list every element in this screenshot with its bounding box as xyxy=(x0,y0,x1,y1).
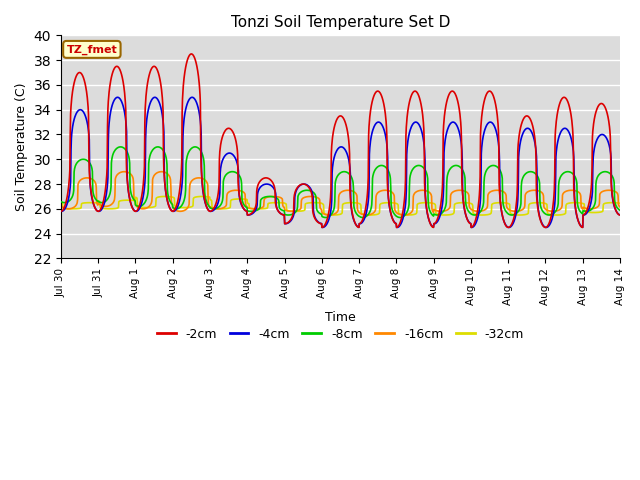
-8cm xyxy=(550,210,558,216)
-32cm xyxy=(616,201,624,206)
-2cm xyxy=(168,208,175,214)
-4cm xyxy=(500,220,508,226)
-16cm xyxy=(244,205,252,211)
Text: TZ_fmet: TZ_fmet xyxy=(67,44,117,55)
-4cm xyxy=(182,107,189,112)
-16cm xyxy=(501,190,509,196)
-16cm xyxy=(157,169,165,175)
-2cm xyxy=(579,225,586,230)
-16cm xyxy=(428,206,436,212)
-8cm xyxy=(244,208,252,214)
-32cm xyxy=(182,204,189,210)
Legend: -2cm, -4cm, -8cm, -16cm, -32cm: -2cm, -4cm, -8cm, -16cm, -32cm xyxy=(152,323,529,346)
-4cm xyxy=(542,225,550,230)
-4cm xyxy=(244,212,252,218)
-2cm xyxy=(550,193,558,199)
-16cm xyxy=(168,201,176,206)
-8cm xyxy=(428,212,436,217)
-2cm xyxy=(500,220,508,226)
Line: -16cm: -16cm xyxy=(61,172,620,215)
-8cm xyxy=(191,144,199,150)
-4cm xyxy=(114,95,122,100)
-8cm xyxy=(57,199,65,204)
Line: -4cm: -4cm xyxy=(61,97,620,228)
-16cm xyxy=(616,204,624,210)
-16cm xyxy=(326,212,333,218)
Y-axis label: Soil Temperature (C): Soil Temperature (C) xyxy=(15,83,28,211)
Line: -2cm: -2cm xyxy=(61,54,620,228)
-8cm xyxy=(616,207,624,213)
-8cm xyxy=(181,192,189,198)
-4cm xyxy=(550,205,558,211)
-32cm xyxy=(428,200,435,206)
-32cm xyxy=(161,193,169,199)
-8cm xyxy=(501,207,509,213)
-4cm xyxy=(57,208,65,214)
-2cm xyxy=(616,212,624,218)
-2cm xyxy=(428,223,435,229)
Line: -32cm: -32cm xyxy=(61,196,620,215)
Line: -8cm: -8cm xyxy=(61,147,620,217)
-16cm xyxy=(550,208,558,214)
-32cm xyxy=(244,200,252,206)
-4cm xyxy=(428,223,435,228)
-2cm xyxy=(188,51,195,57)
-32cm xyxy=(516,212,524,218)
-8cm xyxy=(396,215,404,220)
-32cm xyxy=(550,212,558,218)
-16cm xyxy=(57,203,65,208)
-4cm xyxy=(168,208,176,214)
-32cm xyxy=(57,200,65,206)
-2cm xyxy=(244,212,252,218)
-4cm xyxy=(616,212,624,218)
Title: Tonzi Soil Temperature Set D: Tonzi Soil Temperature Set D xyxy=(231,15,450,30)
-16cm xyxy=(182,207,189,213)
-2cm xyxy=(57,208,65,214)
X-axis label: Time: Time xyxy=(325,311,356,324)
-32cm xyxy=(500,200,508,206)
-32cm xyxy=(168,194,176,200)
-8cm xyxy=(168,201,175,206)
-2cm xyxy=(181,67,189,72)
